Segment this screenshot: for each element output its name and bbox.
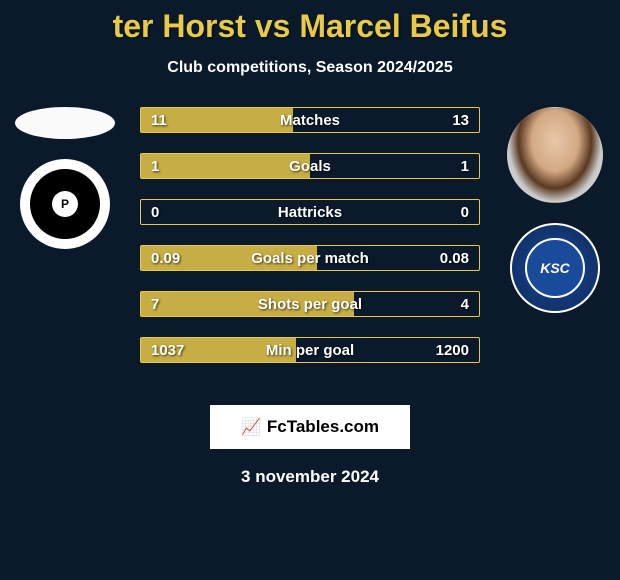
stat-row: 1 Goals 1 bbox=[140, 153, 480, 179]
stat-label: Goals bbox=[289, 158, 331, 175]
stat-value-right: 1200 bbox=[436, 342, 469, 359]
stat-value-right: 0.08 bbox=[440, 250, 469, 267]
stat-label: Matches bbox=[280, 112, 340, 129]
stat-value-left: 0.09 bbox=[151, 250, 180, 267]
stat-row: 7 Shots per goal 4 bbox=[140, 291, 480, 317]
stats-table: 11 Matches 13 1 Goals 1 0 Hattricks 0 0.09 Goals p… bbox=[140, 107, 480, 383]
stat-value-right: 1 bbox=[461, 158, 469, 175]
content-area: KSC 11 Matches 13 1 Goals 1 0 Hattricks 0 0.09 Goa… bbox=[0, 107, 620, 397]
stat-label: Hattricks bbox=[278, 204, 342, 221]
stat-value-left: 1 bbox=[151, 158, 159, 175]
stat-row: 1037 Min per goal 1200 bbox=[140, 337, 480, 363]
player-left-avatar bbox=[15, 107, 115, 139]
stat-label: Shots per goal bbox=[258, 296, 362, 313]
comparison-title: ter Horst vs Marcel Beifus bbox=[0, 0, 620, 45]
club-left-badge bbox=[20, 159, 110, 249]
stat-row: 11 Matches 13 bbox=[140, 107, 480, 133]
comparison-subtitle: Club competitions, Season 2024/2025 bbox=[0, 59, 620, 77]
stat-label: Min per goal bbox=[266, 342, 354, 359]
stat-value-right: 13 bbox=[452, 112, 469, 129]
club-right-badge: KSC bbox=[510, 223, 600, 313]
player-right-column: KSC bbox=[500, 107, 610, 313]
stat-label: Goals per match bbox=[251, 250, 369, 267]
stat-bar-left bbox=[141, 154, 310, 178]
player-left-column bbox=[10, 107, 120, 249]
stat-value-left: 7 bbox=[151, 296, 159, 313]
eagle-icon bbox=[30, 169, 100, 239]
player-right-avatar bbox=[507, 107, 603, 203]
attribution-text: FcTables.com bbox=[267, 417, 379, 437]
stat-row: 0 Hattricks 0 bbox=[140, 199, 480, 225]
attribution-badge: 📈 FcTables.com bbox=[210, 405, 410, 449]
stat-row: 0.09 Goals per match 0.08 bbox=[140, 245, 480, 271]
stat-value-left: 11 bbox=[151, 112, 167, 129]
stat-value-left: 0 bbox=[151, 204, 159, 221]
stat-value-right: 0 bbox=[461, 204, 469, 221]
chart-icon: 📈 bbox=[241, 417, 261, 437]
ksc-text: KSC bbox=[525, 238, 585, 298]
stat-value-left: 1037 bbox=[151, 342, 184, 359]
stat-value-right: 4 bbox=[461, 296, 469, 313]
date-text: 3 november 2024 bbox=[0, 467, 620, 487]
